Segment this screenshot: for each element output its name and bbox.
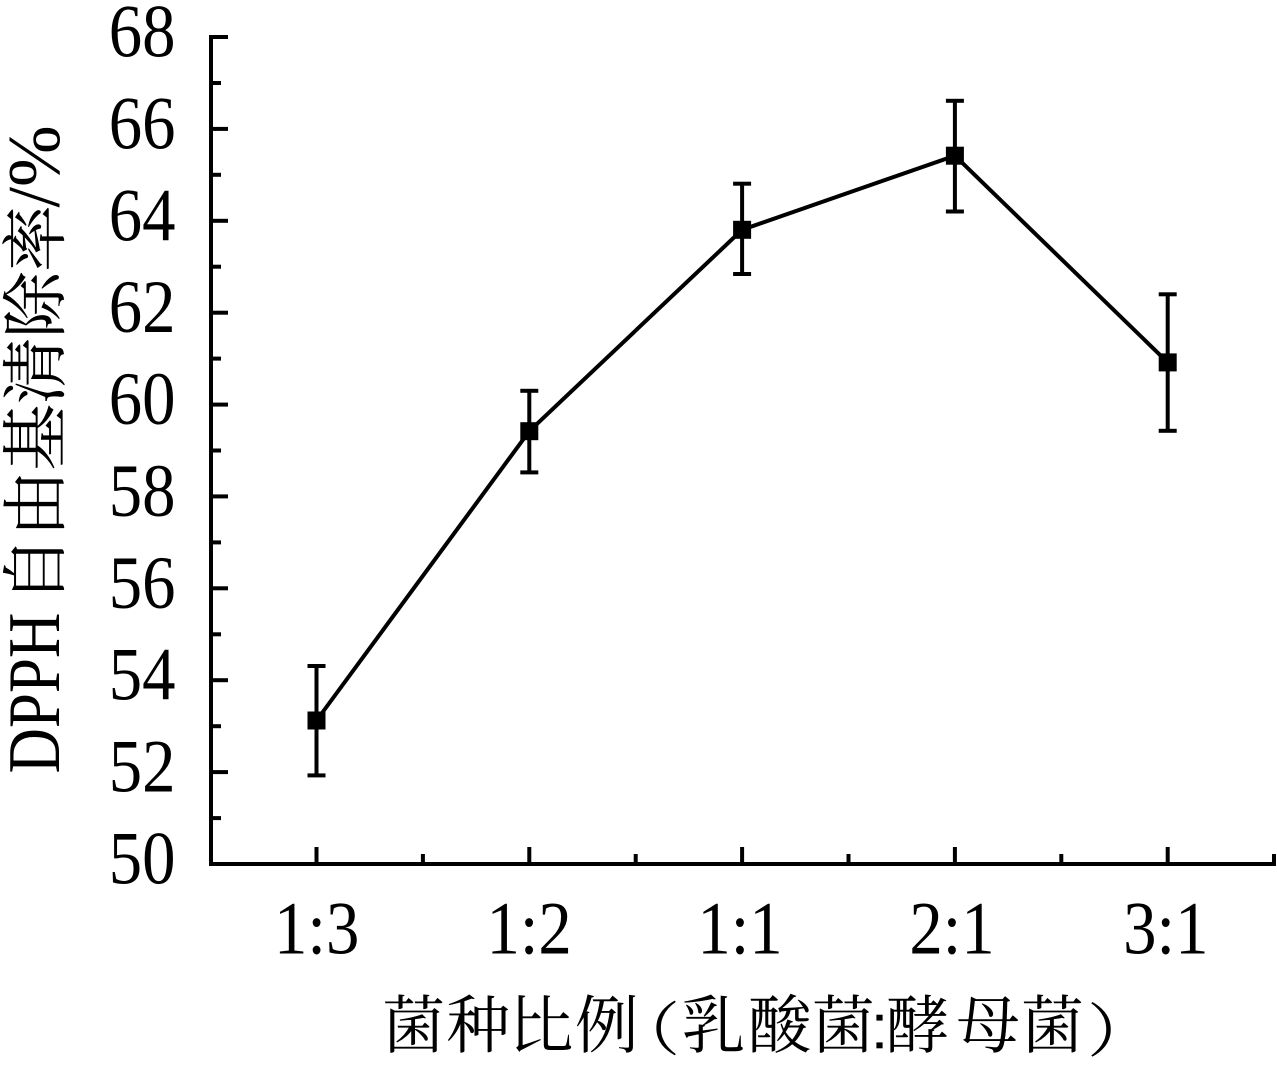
svg-text:50: 50 — [109, 818, 176, 900]
svg-text:60: 60 — [109, 359, 176, 441]
svg-text:64: 64 — [109, 175, 176, 257]
svg-text:66: 66 — [109, 83, 176, 165]
svg-text:DPPH: DPPH — [0, 613, 75, 774]
svg-text:58: 58 — [109, 450, 176, 532]
svg-text:1:2: 1:2 — [486, 888, 571, 970]
svg-text:3:1: 3:1 — [1123, 888, 1208, 970]
svg-text:1:3: 1:3 — [274, 888, 359, 970]
svg-text:/%: /% — [0, 125, 76, 207]
svg-text:2:1: 2:1 — [909, 888, 994, 970]
svg-text:54: 54 — [109, 634, 176, 716]
svg-text:1:1: 1:1 — [697, 888, 782, 970]
svg-text:68: 68 — [109, 0, 176, 73]
svg-text:62: 62 — [109, 267, 176, 349]
svg-text:52: 52 — [109, 726, 176, 808]
svg-text:56: 56 — [109, 542, 176, 624]
